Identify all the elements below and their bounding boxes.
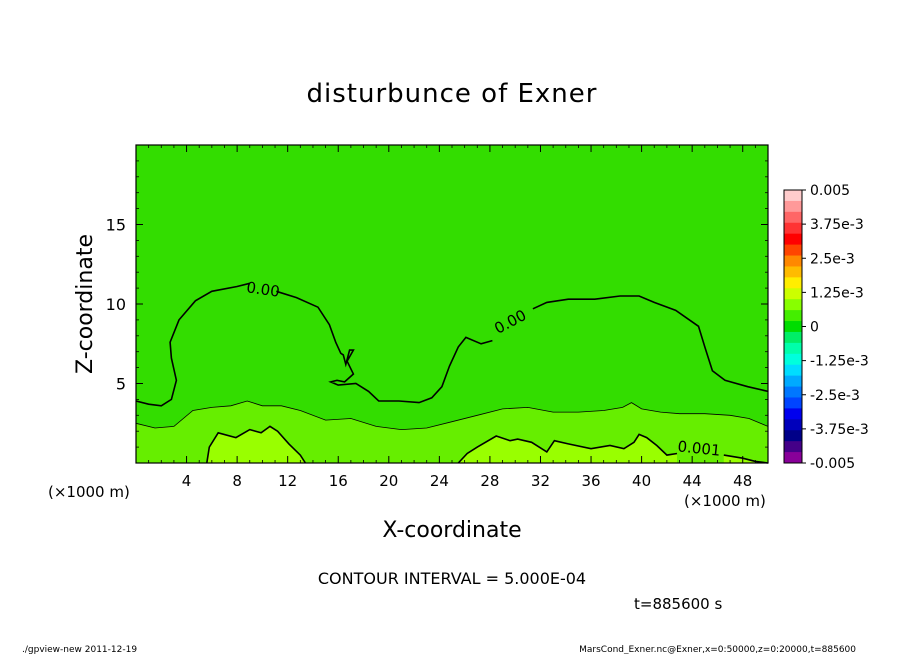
colorbar-swatch xyxy=(784,200,802,213)
contour-label: 0.00 xyxy=(245,278,281,300)
colorbar-swatch xyxy=(784,233,802,246)
colorbar-swatch xyxy=(784,331,802,344)
colorbar-label: 2.5e-3 xyxy=(810,251,855,267)
contour-interval-note: CONTOUR INTERVAL = 5.000E-04 xyxy=(318,569,586,588)
colorbar-swatch xyxy=(784,211,802,224)
contour-line-positive xyxy=(206,425,307,464)
colorbar-swatch xyxy=(784,397,802,409)
footer-left: ./gpview-new 2011-12-19 xyxy=(22,645,137,654)
colorbar-swatch xyxy=(784,288,802,300)
colorbar-swatch xyxy=(784,430,802,442)
x-tick-label: 36 xyxy=(581,472,600,490)
colorbar-swatch xyxy=(784,255,802,267)
x-axis-label: X-coordinate xyxy=(382,518,521,543)
colorbar-label: 0 xyxy=(810,320,819,336)
x-tick-label: 16 xyxy=(329,472,348,490)
time-label: t=885600 s xyxy=(634,595,722,613)
colorbar-label: -3.75e-3 xyxy=(810,422,869,438)
colorbar-swatch xyxy=(784,266,802,278)
y-tick-label: 5 xyxy=(116,375,126,394)
field-band-high xyxy=(458,434,677,463)
x-unit-left: (×1000 m) xyxy=(48,483,130,501)
x-unit-right: (×1000 m) xyxy=(684,492,766,510)
colorbar-label: 3.75e-3 xyxy=(810,217,864,233)
y-axis-label: Z-coordinate xyxy=(73,234,98,374)
x-tick-label: 4 xyxy=(182,472,192,490)
colorbar-swatch xyxy=(784,299,802,311)
x-tick-label: 44 xyxy=(683,472,702,490)
colorbar-swatch xyxy=(784,244,802,257)
colorbar-label: 1.25e-3 xyxy=(810,285,864,301)
footer-right: MarsCond_Exner.nc@Exner,x=0:50000,z=0:20… xyxy=(579,645,856,654)
colorbar-label: -0.005 xyxy=(810,456,855,472)
colorbar-swatch xyxy=(784,222,802,235)
contour-line-thin xyxy=(135,400,769,431)
x-tick-label: 48 xyxy=(733,472,752,490)
x-tick-label: 20 xyxy=(379,472,398,490)
colorbar-swatch xyxy=(784,452,802,464)
colorbar-label: -2.5e-3 xyxy=(810,388,860,404)
contour-line-zero xyxy=(135,282,250,407)
colorbar-swatch xyxy=(784,375,802,388)
colorbar-swatch xyxy=(784,342,802,355)
y-tick-label: 15 xyxy=(106,216,126,235)
colorbar-swatch xyxy=(784,277,802,289)
x-tick-label: 40 xyxy=(632,472,651,490)
colorbar-swatch xyxy=(784,310,802,322)
colorbar-swatch xyxy=(784,190,802,202)
x-tick-label: 8 xyxy=(232,472,242,490)
colorbar-swatch xyxy=(784,386,802,398)
colorbar-swatch xyxy=(784,321,802,333)
colorbar-swatch xyxy=(784,441,802,453)
x-tick-label: 32 xyxy=(531,472,550,490)
colorbar-label: -1.25e-3 xyxy=(810,354,869,370)
colorbar: 0.005 3.75e-3 2.5e-3 1.25e-3 0 -1.25e-3 -2.5e-… xyxy=(783,183,869,472)
x-tick-label: 12 xyxy=(278,472,297,490)
colorbar-swatch xyxy=(784,364,802,377)
colorbar-swatch xyxy=(784,353,802,366)
contour-line-positive xyxy=(723,454,769,464)
chart-title: disturbunce of Exner xyxy=(307,79,598,109)
x-tick-label: 24 xyxy=(430,472,449,490)
colorbar-swatch xyxy=(784,408,802,420)
colorbar-label: 0.005 xyxy=(810,183,850,199)
y-tick-label: 10 xyxy=(106,295,126,314)
contour-line-zero xyxy=(532,295,769,393)
contour-line-zero xyxy=(276,290,493,404)
x-tick-label: 28 xyxy=(480,472,499,490)
contour-line-positive xyxy=(457,433,678,464)
contour-label: 0.001 xyxy=(677,437,722,459)
plot-area: 0.000.000.001 4 8 12 16 20 24 28 32 36 40 44 48 510… xyxy=(106,144,769,490)
colorbar-swatch xyxy=(784,419,802,431)
